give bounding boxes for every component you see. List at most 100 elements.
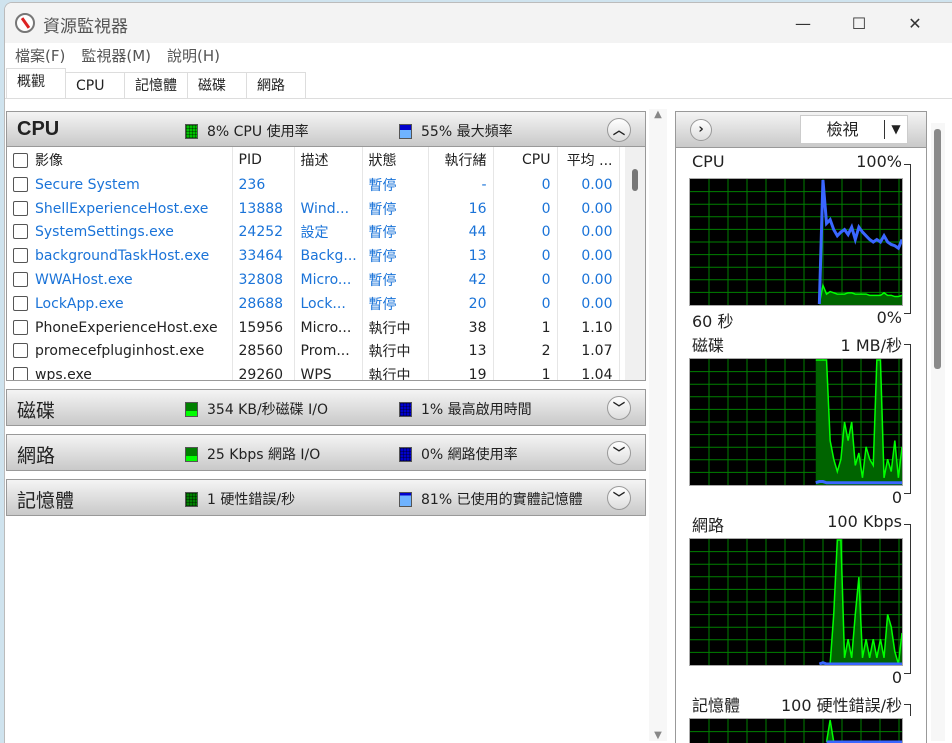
- tab-overview[interactable]: 概觀: [6, 68, 66, 98]
- cell-text: 33464: [238, 248, 284, 265]
- cell-threads: 38: [428, 315, 494, 340]
- cell-text: 28560: [238, 343, 284, 360]
- process-row[interactable]: SystemSettings.exe 24252 設定 暫停 44 0 0.00: [7, 220, 620, 245]
- cell-cpu: 0: [493, 220, 558, 245]
- graph-title-row: CPU 100%: [692, 152, 902, 171]
- cell-threads: -: [428, 173, 494, 197]
- column-header-2[interactable]: 描述: [294, 147, 363, 173]
- process-row[interactable]: Secure System 236 暫停 - 0 0.00: [7, 173, 620, 197]
- scrollbar-thumb[interactable]: [632, 169, 638, 191]
- cell-avg: 0.00: [557, 196, 620, 221]
- cell-text: 執行中: [368, 344, 411, 361]
- process-row[interactable]: backgroundTaskHost.exe 33464 Backg... 暫停 13 0…: [7, 244, 620, 269]
- collapse-chevron-up-icon[interactable]: ︿: [607, 118, 631, 142]
- hard-faults-stat: 1 硬性錯誤/秒: [207, 492, 296, 508]
- column-header-6[interactable]: 平均 ...: [557, 147, 620, 173]
- cell-text: 執行中: [368, 368, 411, 381]
- cell-image: promecefpluginhost.exe: [7, 339, 233, 364]
- green-legend-icon: [185, 446, 198, 462]
- process-row[interactable]: LockApp.exe 28688 Lock... 暫停 20 0 0.00: [7, 291, 620, 316]
- cell-text: 13: [468, 343, 487, 360]
- process-row[interactable]: ShellExperienceHost.exe 13888 Wind... 暫停 16 0…: [7, 196, 620, 221]
- column-header-4[interactable]: 執行緒: [428, 147, 494, 173]
- cell-threads: 19: [428, 363, 494, 380]
- process-checkbox[interactable]: [13, 224, 28, 240]
- cell-pid: 236: [232, 173, 295, 197]
- process-row[interactable]: promecefpluginhost.exe 28560 Prom... 執行中 13 2…: [7, 339, 620, 364]
- graph-max: 1 MB/秒: [840, 336, 902, 355]
- network-section-header[interactable]: 網路 25 Kbps 網路 I/O 0% 網路使用率 ﹀: [7, 435, 645, 470]
- tab-memory[interactable]: 記憶體: [124, 72, 188, 98]
- cell-pid: 32808: [232, 268, 295, 292]
- process-row[interactable]: WWAHost.exe 32808 Micro... 暫停 42 0 0.00: [7, 268, 620, 292]
- process-checkbox[interactable]: [13, 319, 28, 335]
- tab-network[interactable]: 網路: [246, 72, 306, 98]
- graph-max: 100 硬性錯誤/秒: [780, 696, 902, 715]
- cell-pid: 24252: [232, 220, 295, 245]
- tab-disk[interactable]: 磁碟: [187, 72, 247, 98]
- left-pane-scrollbar[interactable]: ▲ ▼: [649, 109, 667, 741]
- graph-max: 100%: [856, 152, 902, 171]
- process-checkbox[interactable]: [13, 272, 28, 288]
- scroll-up-arrow-icon[interactable]: ▲: [654, 109, 662, 120]
- scroll-down-arrow-icon[interactable]: ▼: [654, 730, 662, 741]
- cell-status: 執行中: [362, 363, 429, 381]
- collapse-panel-chevron-right-icon[interactable]: ›: [690, 119, 712, 141]
- right-pane-scrollbar[interactable]: [931, 123, 945, 741]
- graph-name: 磁碟: [692, 336, 725, 355]
- cell-text: 44: [468, 224, 487, 241]
- graphs-panel-header: › 檢視 ▼: [676, 112, 926, 148]
- process-checkbox[interactable]: [13, 343, 28, 359]
- graph-footer-row: 0: [692, 488, 902, 507]
- expand-chevron-down-icon[interactable]: ﹀: [607, 396, 631, 420]
- cell-desc: Lock...: [294, 291, 363, 316]
- graph-0: [689, 178, 903, 306]
- cell-desc: Micro...: [294, 315, 363, 340]
- tab-cpu[interactable]: CPU: [65, 72, 125, 98]
- title-bar: 資源監視器 — ☐ ✕: [5, 3, 952, 43]
- cell-image: LockApp.exe: [7, 291, 233, 316]
- process-checkbox[interactable]: [13, 295, 28, 311]
- close-button[interactable]: ✕: [908, 14, 922, 33]
- cpu-section-header[interactable]: CPU 8% CPU 使用率 55% 最大頻率 ︿: [7, 112, 645, 147]
- cell-text: 1.04: [581, 367, 613, 381]
- disk-section-header[interactable]: 磁碟 354 KB/秒磁碟 I/O 1% 最高啟用時間 ﹀: [7, 390, 645, 425]
- memory-section-header[interactable]: 記憶體 1 硬性錯誤/秒 81% 已使用的實體記憶體 ﹀: [7, 480, 645, 515]
- menu-file[interactable]: 檔案(F): [15, 47, 66, 65]
- menu-help[interactable]: 說明(H): [167, 47, 220, 65]
- cell-text: 29260: [238, 367, 284, 381]
- cell-text: wps.exe: [35, 367, 92, 381]
- graphs-panel: › 檢視 ▼ CPU 100% 60 秒 0% 磁碟 1 MB/秒 0 網路 100 Kbps 0…: [675, 111, 927, 743]
- column-header-0[interactable]: 影像: [7, 147, 233, 173]
- table-scrollbar[interactable]: [625, 147, 645, 380]
- view-dropdown[interactable]: 檢視 ▼: [800, 115, 908, 144]
- process-row[interactable]: PhoneExperienceHost.exe 15956 Micro... 執行中 3…: [7, 315, 620, 340]
- graph-title-row: 網路 100 Kbps: [692, 512, 902, 536]
- column-label: 影像: [35, 153, 63, 169]
- process-checkbox[interactable]: [13, 200, 28, 216]
- process-checkbox[interactable]: [13, 367, 28, 380]
- column-header-3[interactable]: 狀態: [362, 147, 429, 173]
- menu-bar: 檔案(F) 監視器(M) 說明(H): [5, 43, 952, 69]
- expand-chevron-down-icon[interactable]: ﹀: [607, 486, 631, 510]
- cell-text: 0.00: [581, 295, 613, 312]
- menu-monitor[interactable]: 監視器(M): [81, 47, 151, 65]
- overview-content: CPU 8% CPU 使用率 55% 最大頻率 ︿ 影像 PID 描述 狀態 執行緒 CP…: [5, 103, 952, 743]
- process-checkbox[interactable]: [13, 176, 28, 192]
- minimize-button[interactable]: —: [795, 14, 811, 33]
- graph-name: 網路: [692, 516, 725, 535]
- select-all-checkbox[interactable]: [13, 153, 28, 168]
- cell-avg: 0.00: [557, 173, 620, 197]
- column-header-1[interactable]: PID: [232, 147, 295, 173]
- column-label: 狀態: [368, 153, 397, 169]
- scrollbar-thumb[interactable]: [934, 129, 941, 369]
- cell-text: 設定: [300, 225, 329, 242]
- expand-chevron-down-icon[interactable]: ﹀: [607, 441, 631, 465]
- column-header-5[interactable]: CPU: [493, 147, 558, 173]
- blue-series-line: [815, 480, 902, 485]
- process-checkbox[interactable]: [13, 248, 28, 264]
- process-row[interactable]: wps.exe 29260 WPS 執行中 19 1 1.04: [7, 363, 620, 381]
- maximize-button[interactable]: ☐: [851, 14, 867, 33]
- cell-status: 執行中: [362, 339, 429, 364]
- blue-legend-icon: [399, 491, 412, 507]
